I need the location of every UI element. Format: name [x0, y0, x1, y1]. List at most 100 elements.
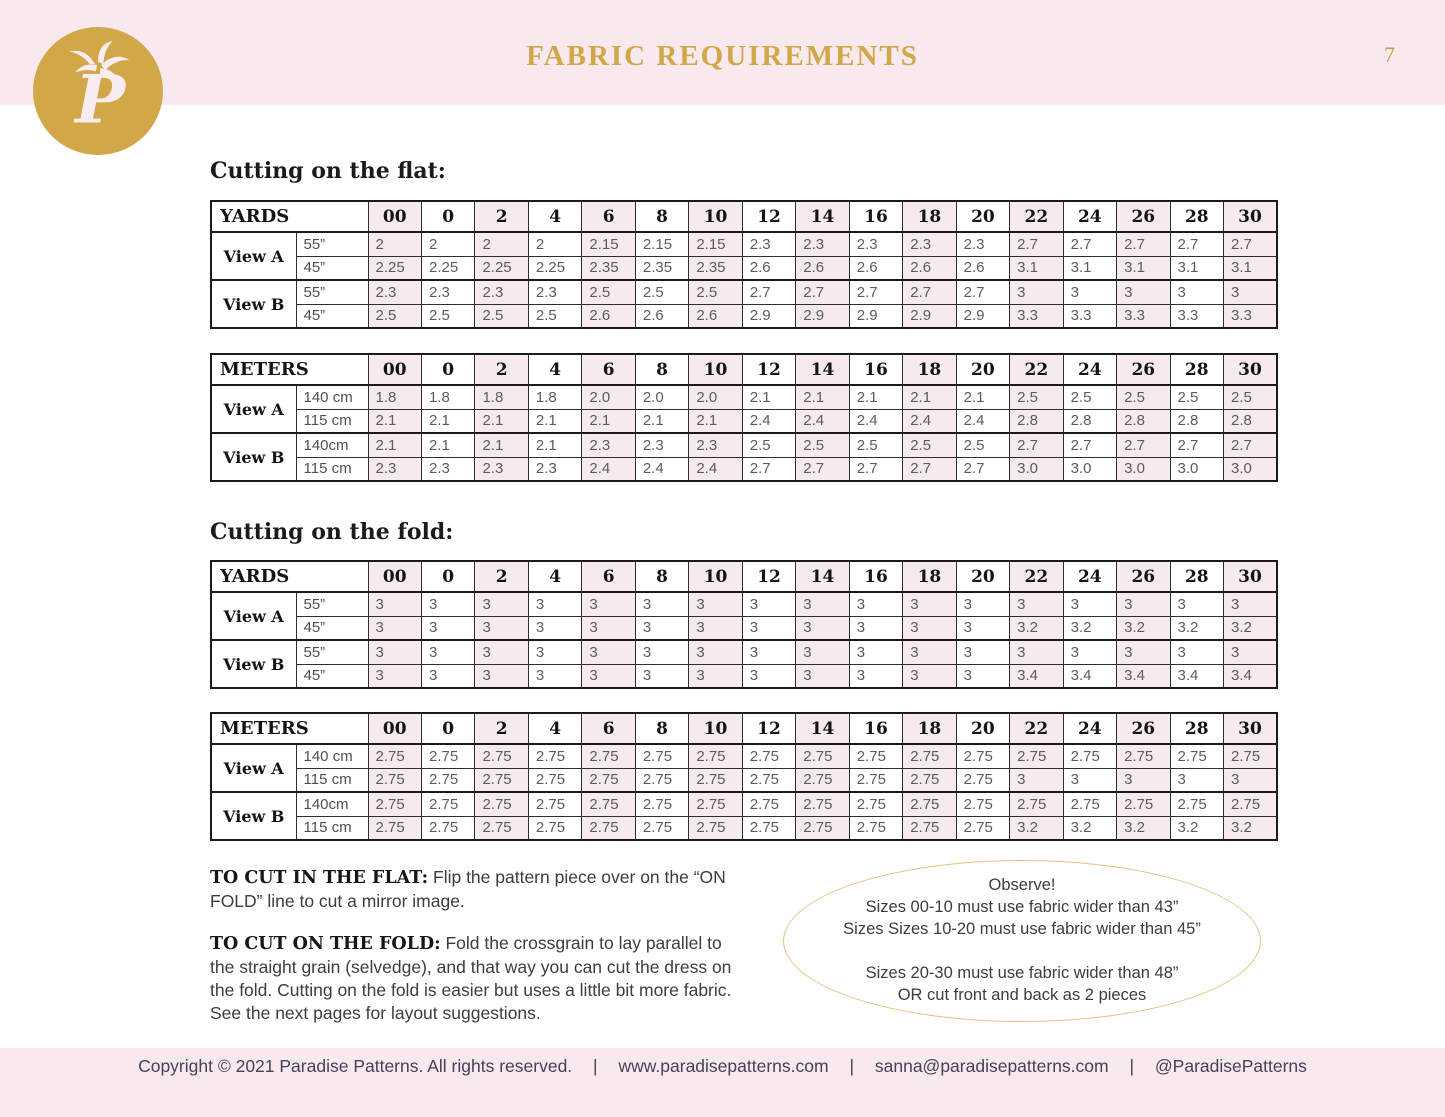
note-fold-lead: TO CUT ON THE FOLD: — [210, 934, 441, 954]
fabric-width-label: 115 cm — [295, 456, 369, 482]
yardage-value: 2.6 — [848, 255, 904, 281]
yardage-value: 3.4 — [1223, 663, 1278, 689]
table-container-meters-flat: METERS 00 0 2 4 6 8 10 12 14 16 18 20 22 24 26 28 30 View … — [210, 353, 1278, 482]
table-row: 45” 2.25 2.25 2.25 2.25 2.35 2.35 2.35 2.6 2.6 2.6… — [211, 255, 1278, 281]
yardage-value: 2.75 — [1116, 791, 1171, 817]
yardage-value: 2.1 — [902, 384, 957, 410]
yardage-value: 3 — [1223, 591, 1278, 617]
size-header: 6 — [581, 353, 636, 386]
yardage-value: 2.75 — [741, 767, 797, 793]
size-header: 12 — [741, 353, 797, 386]
table-row: 115 cm 2.1 2.1 2.1 2.1 2.1 2.1 2.1 2.4 2.4 2.4 2.4 2… — [211, 408, 1278, 434]
yardage-value: 3 — [1009, 639, 1064, 665]
yardage-value: 3.1 — [1223, 255, 1278, 281]
observe-callout-oval: Observe! Sizes 00-10 must use fabric wid… — [783, 860, 1261, 1022]
yardage-value: 3 — [581, 663, 636, 689]
yardage-value: 2.4 — [902, 408, 957, 434]
yardage-value: 2.75 — [474, 767, 529, 793]
fabric-width-label: 45” — [295, 663, 369, 689]
yardage-value: 2.35 — [581, 255, 636, 281]
yardage-value: 3 — [420, 663, 476, 689]
size-header: 0 — [420, 712, 476, 745]
footer-email-link[interactable]: sanna@paradisepatterns.com — [874, 1056, 1109, 1076]
footer-divider: | — [849, 1056, 854, 1076]
yardage-value: 2.75 — [902, 815, 957, 841]
yardage-value: 2.75 — [581, 767, 636, 793]
footer-social-handle[interactable]: @ParadisePatterns — [1154, 1056, 1307, 1076]
yardage-value: 2.5 — [1169, 384, 1225, 410]
yardage-value: 2.75 — [1009, 791, 1064, 817]
size-header: 0 — [420, 353, 476, 386]
fabric-width-label: 45” — [295, 303, 369, 329]
size-header: 14 — [795, 353, 850, 386]
yardage-value: 2.75 — [688, 767, 743, 793]
yardage-value: 2.3 — [527, 456, 583, 482]
yardage-value: 1.8 — [367, 384, 422, 410]
yardage-value: 3 — [634, 639, 690, 665]
fabric-width-label: 45” — [295, 615, 369, 641]
yardage-value: 2.3 — [688, 432, 743, 458]
table-row: 45” 2.5 2.5 2.5 2.5 2.6 2.6 2.6 2.9 2.9 2.9 2.9 2.9 3… — [211, 303, 1278, 329]
footer-website-link[interactable]: www.paradisepatterns.com — [618, 1056, 829, 1076]
yardage-value: 2.1 — [581, 408, 636, 434]
yardage-value: 2.75 — [1169, 791, 1225, 817]
yardage-value: 2.7 — [795, 279, 850, 305]
yardage-value: 2.75 — [634, 791, 690, 817]
yardage-value: 2.3 — [367, 456, 422, 482]
fabric-width-label: 115 cm — [295, 408, 369, 434]
yardage-value: 2.5 — [634, 279, 690, 305]
yardage-value: 2.75 — [1062, 743, 1118, 769]
view-label: View A — [210, 231, 297, 281]
yardage-value: 2.75 — [527, 791, 583, 817]
yardage-value: 3 — [1116, 767, 1171, 793]
size-header: 14 — [795, 560, 850, 593]
yardage-value: 3 — [634, 591, 690, 617]
table-container-yards-fold: YARDS 00 0 2 4 6 8 10 12 14 16 18 20 22 24 26 28 30 View A… — [210, 560, 1278, 689]
table-row: 45” 3 3 3 3 3 3 3 3 3 3 3 3 3.2 3.2 3.2 3.2 3.2 — [211, 615, 1278, 641]
yardage-value: 2.6 — [741, 255, 797, 281]
yardage-value: 3 — [1009, 767, 1064, 793]
yardage-value: 2.75 — [955, 743, 1011, 769]
yardage-value: 2.5 — [955, 432, 1011, 458]
fabric-width-label: 115 cm — [295, 815, 369, 841]
table-row: View B 140cm 2.1 2.1 2.1 2.1 2.3 2.3 2.3 2.5 2.5 2.… — [210, 432, 1278, 482]
yardage-value: 2.75 — [474, 815, 529, 841]
observe-line: Sizes 20-30 must use fabric wider than 4… — [865, 964, 1179, 982]
size-header: 30 — [1223, 200, 1278, 233]
yardage-value: 3 — [1116, 639, 1171, 665]
yardage-value: 3 — [741, 615, 797, 641]
yardage-value: 3 — [420, 615, 476, 641]
yardage-value: 3.3 — [1169, 303, 1225, 329]
yardage-value: 3 — [367, 663, 422, 689]
fabric-width-label: 140 cm — [295, 743, 369, 769]
table-row: View A 140 cm 1.8 1.8 1.8 1.8 2.0 2.0 2.0 2.1 2.1 2… — [210, 384, 1278, 434]
yardage-value: 2.1 — [527, 432, 583, 458]
yardage-value: 2.6 — [581, 303, 636, 329]
yardage-value: 3 — [527, 663, 583, 689]
yardage-value: 3 — [474, 591, 529, 617]
size-header: 4 — [527, 560, 583, 593]
size-header: 24 — [1062, 353, 1118, 386]
yardage-value: 2.7 — [1116, 432, 1171, 458]
yardage-value: 2.75 — [741, 743, 797, 769]
yardage-value: 3 — [1116, 591, 1171, 617]
yardage-value: 2.8 — [1009, 408, 1064, 434]
yardage-value: 2.75 — [955, 815, 1011, 841]
yardage-value: 2.8 — [1116, 408, 1171, 434]
yardage-value: 2.1 — [634, 408, 690, 434]
yardage-value: 2.75 — [367, 815, 422, 841]
yardage-value: 2.75 — [955, 767, 1011, 793]
yardage-value: 2.5 — [741, 432, 797, 458]
page-title: FABRIC REQUIREMENTS — [526, 40, 919, 72]
yardage-value: 2.75 — [474, 791, 529, 817]
yardage-value: 3.3 — [1223, 303, 1278, 329]
table-row: View A 140 cm 2.75 2.75 2.75 2.75 2.75 2.75 2.75… — [210, 743, 1278, 793]
yardage-value: 3 — [367, 591, 422, 617]
yardage-value: 2.75 — [420, 791, 476, 817]
yardage-value: 3 — [527, 615, 583, 641]
yardage-value: 2.5 — [1009, 384, 1064, 410]
footer-text: Copyright © 2021 Paradise Patterns. All … — [0, 1056, 1445, 1077]
paradise-patterns-logo: P — [33, 27, 163, 155]
unit-label: YARDS — [210, 200, 369, 233]
yardage-value: 3.3 — [1062, 303, 1118, 329]
